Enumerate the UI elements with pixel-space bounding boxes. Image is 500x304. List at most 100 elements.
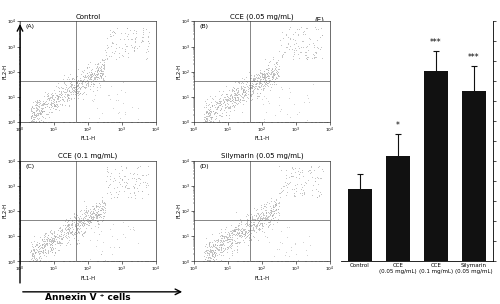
Point <box>290 31 298 36</box>
Point <box>41 250 49 255</box>
Point <box>28 107 36 112</box>
Point <box>54 95 62 100</box>
Point <box>286 47 294 51</box>
Point <box>268 66 276 71</box>
Point <box>90 70 98 75</box>
Point <box>237 221 245 226</box>
Point <box>37 102 45 107</box>
Point <box>216 242 224 247</box>
Point <box>313 195 321 200</box>
Point <box>90 82 98 87</box>
Point <box>96 80 104 85</box>
Point <box>212 99 220 104</box>
Point <box>74 223 82 228</box>
Point <box>66 102 74 107</box>
Point <box>230 232 237 237</box>
Point <box>280 188 287 193</box>
Point <box>92 211 100 216</box>
Point <box>274 69 282 74</box>
Point <box>80 211 88 216</box>
Point <box>270 202 278 206</box>
Point <box>282 167 290 172</box>
Point <box>94 212 102 216</box>
Point <box>246 93 254 98</box>
Point <box>76 91 84 96</box>
Point <box>248 214 256 219</box>
Point <box>236 98 244 103</box>
Point <box>48 237 56 242</box>
Point <box>84 221 92 226</box>
Point <box>65 225 73 230</box>
Point <box>238 88 246 93</box>
Point <box>30 258 38 263</box>
Title: CCE (0.05 mg/mL): CCE (0.05 mg/mL) <box>230 13 294 20</box>
Point <box>238 92 246 97</box>
Point <box>82 204 90 209</box>
Point <box>282 45 290 50</box>
Point <box>292 112 300 116</box>
Point <box>216 98 224 103</box>
Point <box>33 98 41 102</box>
Point <box>302 52 310 57</box>
Point <box>90 210 98 215</box>
Point <box>228 98 236 102</box>
Point <box>239 95 247 100</box>
Point <box>64 95 72 100</box>
Point <box>80 215 88 220</box>
Point <box>86 221 94 226</box>
Point <box>268 227 276 232</box>
Point <box>266 79 274 84</box>
Point <box>234 98 242 103</box>
Point <box>34 117 42 122</box>
Point <box>252 82 260 87</box>
Point <box>216 106 224 111</box>
Point <box>92 75 100 80</box>
Point <box>60 79 68 84</box>
Point <box>42 249 50 254</box>
Point <box>132 177 140 181</box>
Point <box>42 112 50 116</box>
Point <box>213 246 221 251</box>
Point <box>258 74 266 79</box>
Point <box>93 62 101 67</box>
Point <box>232 226 240 231</box>
Point <box>216 105 224 110</box>
Point <box>213 111 221 116</box>
Point <box>142 172 150 177</box>
Point <box>298 193 306 198</box>
Point <box>104 166 112 171</box>
Point <box>74 90 82 95</box>
Point <box>79 220 87 225</box>
Point <box>100 60 108 64</box>
Point <box>98 77 106 81</box>
Point <box>72 227 80 232</box>
Point <box>81 72 89 77</box>
Point <box>44 95 52 100</box>
Point <box>48 248 56 253</box>
Point <box>208 250 216 254</box>
Point <box>79 220 87 225</box>
Point <box>228 249 236 254</box>
Point <box>126 28 134 33</box>
Point <box>214 105 222 110</box>
Point <box>66 226 74 231</box>
Point <box>114 185 122 190</box>
Point <box>220 234 228 239</box>
Point <box>36 111 44 116</box>
Point <box>237 86 245 91</box>
Point <box>92 212 100 216</box>
Point <box>121 49 129 54</box>
Point <box>309 52 317 57</box>
Point <box>275 103 283 108</box>
Point <box>74 85 82 90</box>
Point <box>262 216 270 221</box>
Point <box>35 116 43 120</box>
Point <box>82 213 90 218</box>
Point <box>254 212 262 217</box>
Point <box>246 224 254 229</box>
Point <box>54 241 62 246</box>
Point <box>121 112 129 116</box>
Point <box>30 249 38 254</box>
Point <box>42 250 50 255</box>
Point <box>81 79 89 84</box>
